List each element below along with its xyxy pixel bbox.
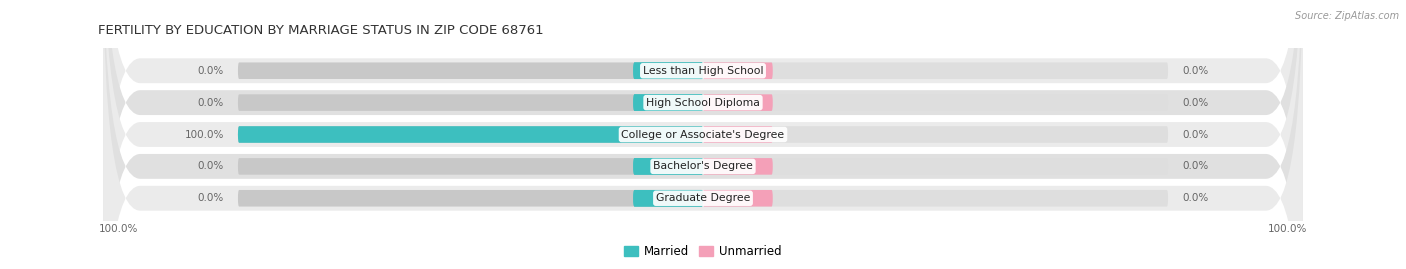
FancyBboxPatch shape <box>633 62 703 79</box>
FancyBboxPatch shape <box>703 190 1168 207</box>
FancyBboxPatch shape <box>703 94 1168 111</box>
FancyBboxPatch shape <box>633 190 703 207</box>
Text: High School Diploma: High School Diploma <box>647 98 759 108</box>
FancyBboxPatch shape <box>633 190 703 207</box>
Text: Source: ZipAtlas.com: Source: ZipAtlas.com <box>1295 11 1399 21</box>
FancyBboxPatch shape <box>703 94 773 111</box>
Text: 0.0%: 0.0% <box>1182 66 1208 76</box>
FancyBboxPatch shape <box>703 126 1168 143</box>
FancyBboxPatch shape <box>238 94 703 111</box>
Text: Bachelor's Degree: Bachelor's Degree <box>652 161 754 171</box>
FancyBboxPatch shape <box>633 158 703 175</box>
Text: 0.0%: 0.0% <box>1182 161 1208 171</box>
FancyBboxPatch shape <box>103 0 1303 269</box>
Text: 0.0%: 0.0% <box>1182 193 1208 203</box>
Text: 0.0%: 0.0% <box>198 66 224 76</box>
FancyBboxPatch shape <box>103 0 1303 269</box>
FancyBboxPatch shape <box>238 62 703 79</box>
FancyBboxPatch shape <box>703 62 1168 79</box>
Text: College or Associate's Degree: College or Associate's Degree <box>621 129 785 140</box>
FancyBboxPatch shape <box>703 158 773 175</box>
Text: Less than High School: Less than High School <box>643 66 763 76</box>
Text: 0.0%: 0.0% <box>198 193 224 203</box>
FancyBboxPatch shape <box>633 62 703 79</box>
FancyBboxPatch shape <box>238 126 703 143</box>
FancyBboxPatch shape <box>703 126 773 143</box>
Text: Graduate Degree: Graduate Degree <box>655 193 751 203</box>
FancyBboxPatch shape <box>633 94 703 111</box>
Text: 0.0%: 0.0% <box>198 161 224 171</box>
FancyBboxPatch shape <box>703 158 1168 175</box>
Text: 100.0%: 100.0% <box>1268 224 1308 234</box>
FancyBboxPatch shape <box>703 190 773 207</box>
FancyBboxPatch shape <box>633 158 703 175</box>
Text: 100.0%: 100.0% <box>184 129 224 140</box>
FancyBboxPatch shape <box>703 62 773 79</box>
Text: 100.0%: 100.0% <box>98 224 138 234</box>
Text: 0.0%: 0.0% <box>198 98 224 108</box>
Legend: Married, Unmarried: Married, Unmarried <box>620 240 786 263</box>
Text: 0.0%: 0.0% <box>1182 129 1208 140</box>
FancyBboxPatch shape <box>238 190 703 207</box>
FancyBboxPatch shape <box>103 0 1303 269</box>
FancyBboxPatch shape <box>238 158 703 175</box>
Text: 0.0%: 0.0% <box>1182 98 1208 108</box>
FancyBboxPatch shape <box>633 94 703 111</box>
FancyBboxPatch shape <box>238 126 703 143</box>
FancyBboxPatch shape <box>103 0 1303 269</box>
FancyBboxPatch shape <box>103 0 1303 269</box>
Text: FERTILITY BY EDUCATION BY MARRIAGE STATUS IN ZIP CODE 68761: FERTILITY BY EDUCATION BY MARRIAGE STATU… <box>98 24 544 37</box>
